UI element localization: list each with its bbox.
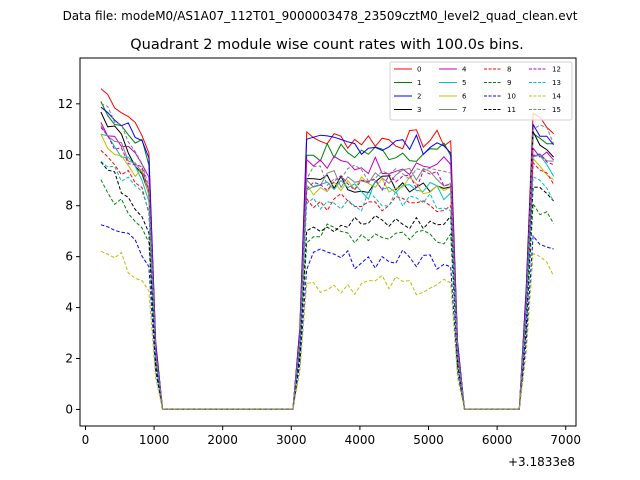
y-tick-label: 4 (65, 301, 73, 315)
series-line-2 (100, 106, 554, 410)
x-tick-label: 3000 (276, 433, 307, 447)
series-line-15 (100, 103, 555, 410)
series-line-14 (100, 250, 555, 410)
legend-label-3: 3 (417, 106, 421, 114)
series-line-0 (100, 88, 554, 410)
x-axis-ticks: 0 1000 2000 3000 4000 5000 6000 7000 (82, 426, 581, 447)
chart-title: Quadrant 2 module wise count rates with … (130, 37, 524, 53)
x-tick-label: 7000 (550, 433, 581, 447)
y-tick-label: 2 (65, 352, 73, 366)
legend-label-1: 1 (417, 79, 421, 87)
series-line-8 (100, 150, 555, 410)
y-tick-label: 6 (65, 250, 73, 264)
x-axis-offset-label: +3.1833e8 (508, 455, 575, 469)
legend-label-0: 0 (417, 66, 421, 74)
legend-label-11: 11 (507, 106, 516, 114)
legend-label-15: 15 (552, 106, 561, 114)
legend-label-7: 7 (462, 106, 466, 114)
figure-suptitle: Data file: modeM0/AS1A07_112T01_90000034… (63, 9, 578, 23)
legend-label-5: 5 (462, 79, 466, 87)
x-tick-label: 0 (82, 433, 90, 447)
y-tick-label: 12 (58, 97, 73, 111)
y-tick-label: 0 (65, 402, 73, 416)
y-tick-label: 10 (58, 148, 73, 162)
plot-lines (100, 88, 555, 410)
legend-label-4: 4 (462, 66, 467, 74)
series-line-12 (100, 127, 554, 410)
x-tick-label: 4000 (345, 433, 376, 447)
x-tick-label: 5000 (413, 433, 444, 447)
legend-label-9: 9 (507, 79, 511, 87)
y-axis-ticks: 0 2 4 6 8 10 12 (58, 97, 80, 416)
series-line-11 (100, 161, 554, 410)
legend-label-12: 12 (552, 66, 561, 74)
legend-label-6: 6 (462, 93, 467, 101)
series-line-13 (100, 160, 555, 410)
series-line-3 (100, 111, 554, 410)
legend-frame (389, 61, 573, 121)
legend-label-13: 13 (552, 79, 561, 87)
series-line-4 (100, 122, 554, 410)
series-line-10 (100, 224, 554, 410)
legend-label-14: 14 (552, 93, 561, 101)
series-line-1 (100, 101, 554, 410)
legend-label-2: 2 (417, 93, 421, 101)
axes-frame (79, 57, 577, 427)
legend-label-8: 8 (507, 66, 511, 74)
legend-label-10: 10 (507, 93, 516, 101)
x-tick-label: 1000 (139, 433, 170, 447)
y-tick-label: 8 (65, 199, 73, 213)
series-line-9 (100, 179, 555, 410)
x-tick-label: 6000 (482, 433, 513, 447)
x-tick-label: 2000 (207, 433, 238, 447)
